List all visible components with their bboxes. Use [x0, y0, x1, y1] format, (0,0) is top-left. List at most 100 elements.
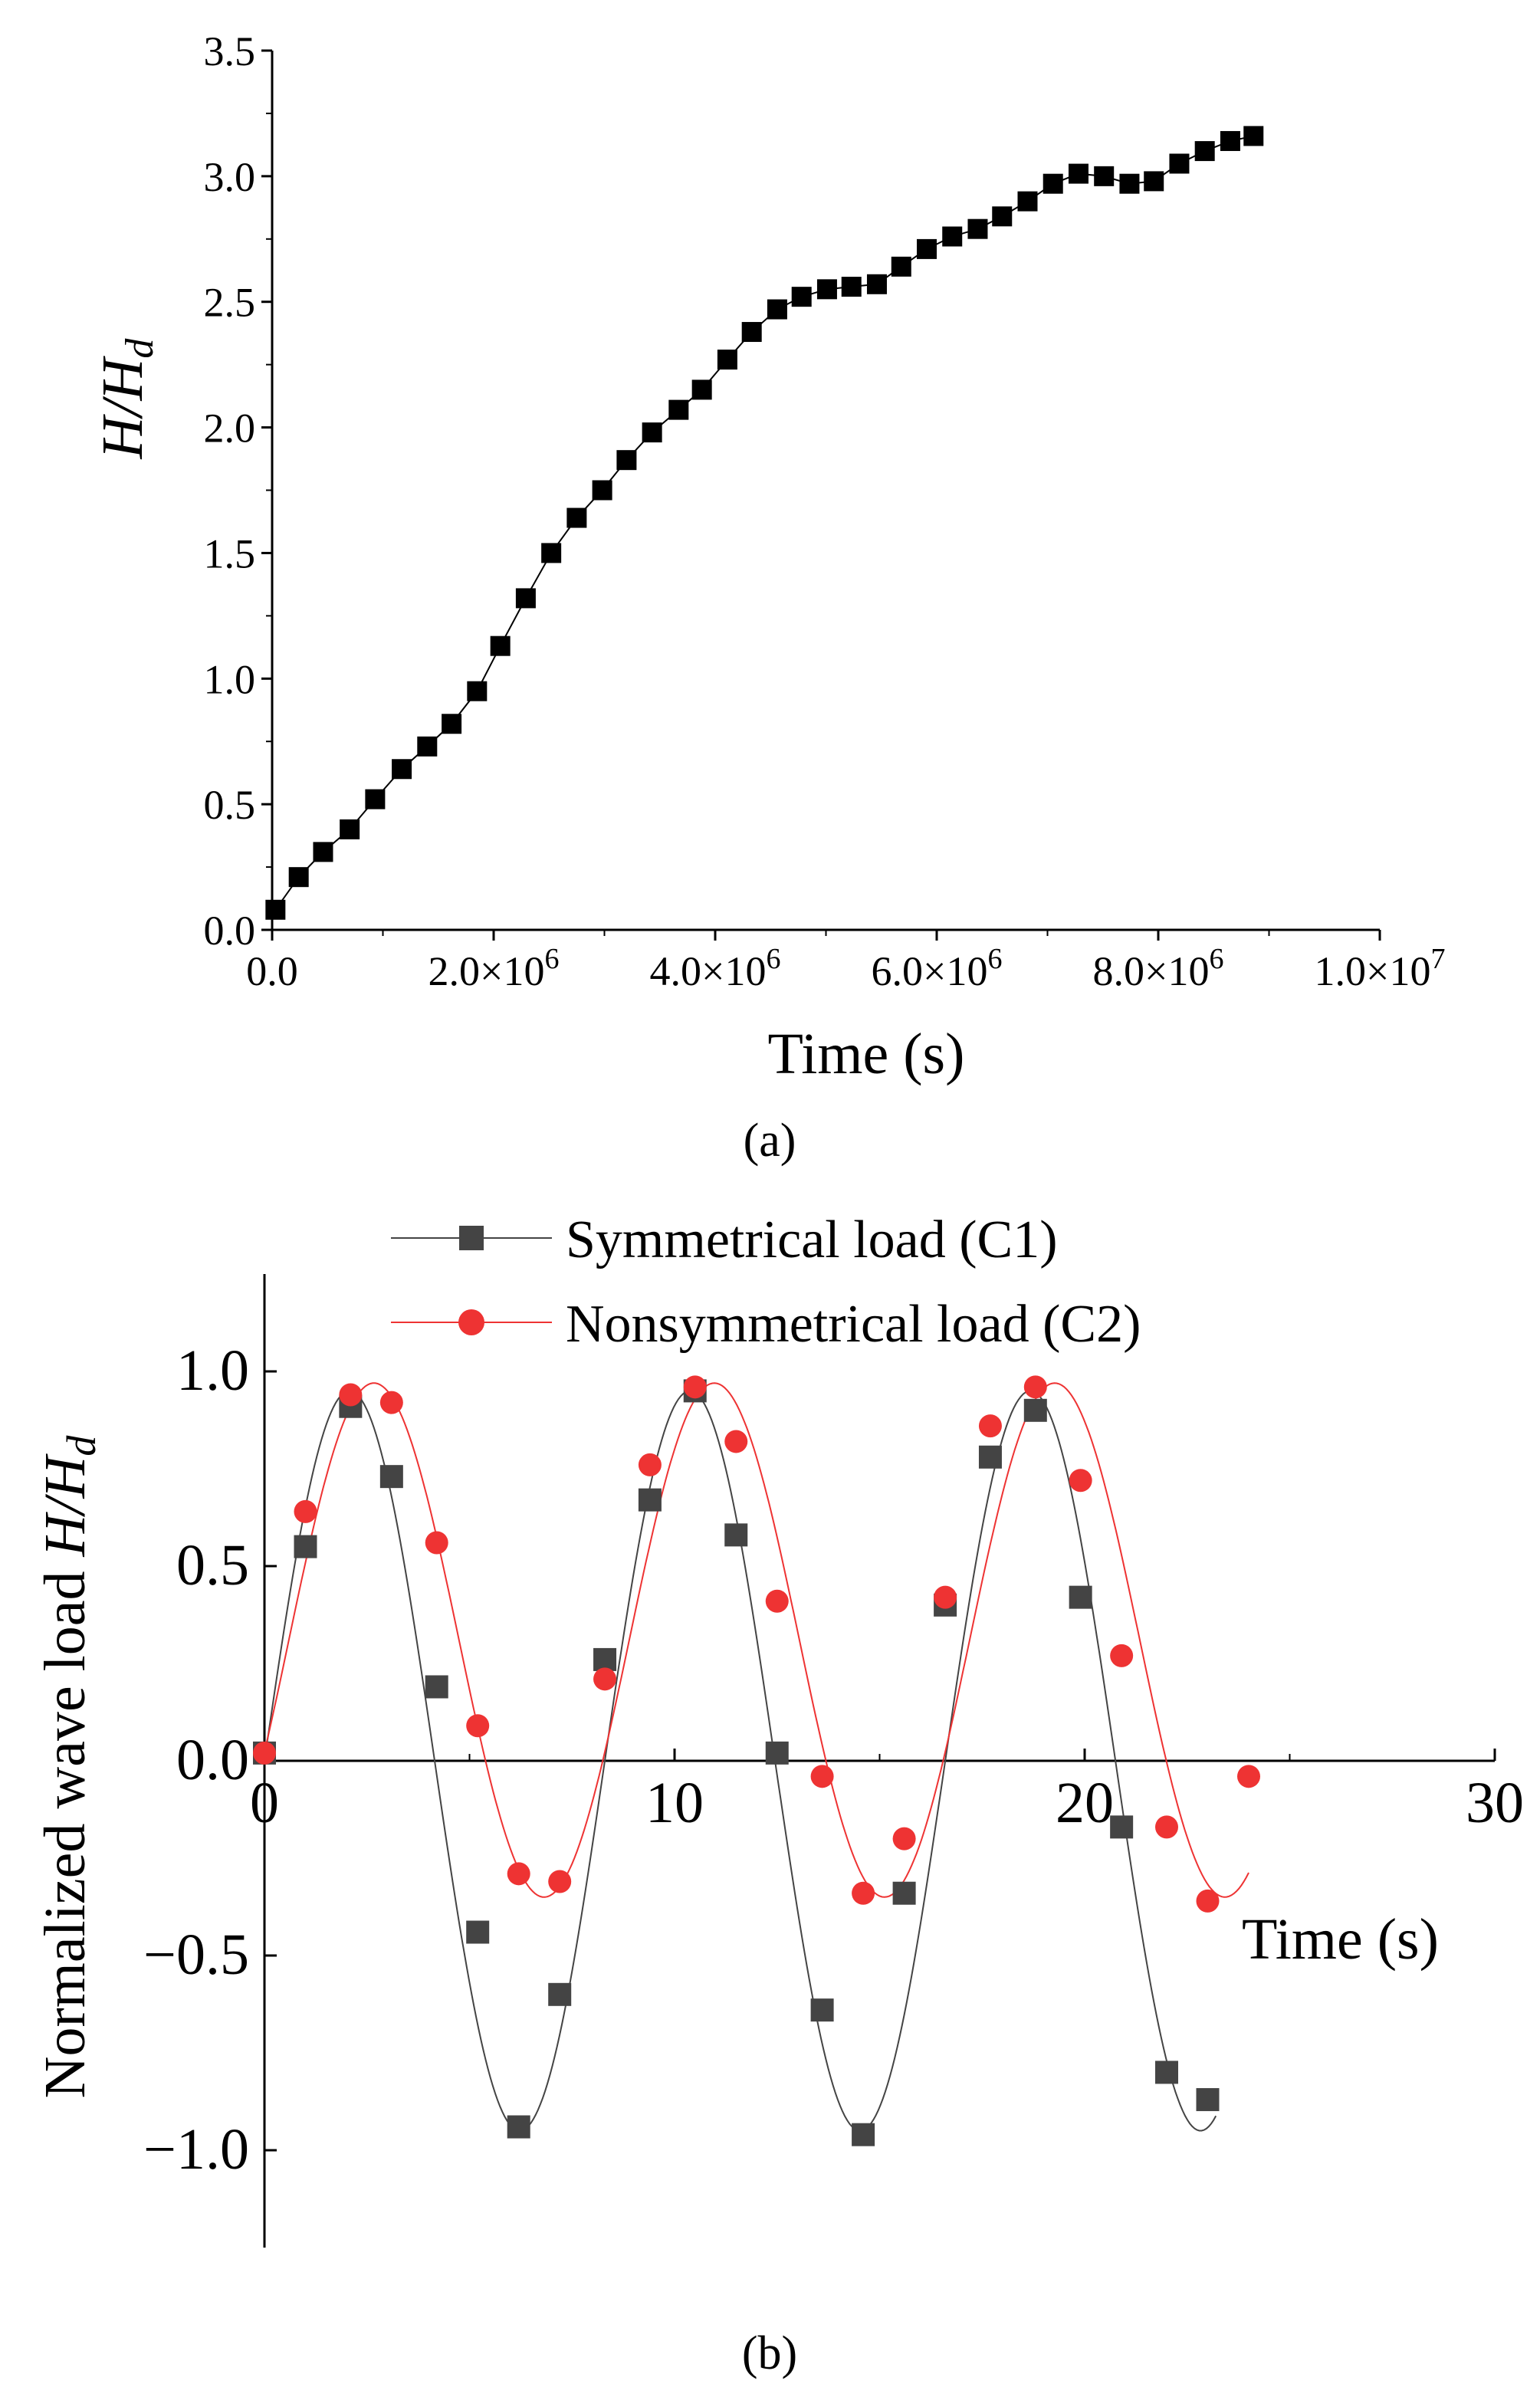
- series-c1-point: [593, 1647, 617, 1671]
- series-c1-point: [1110, 1815, 1134, 1839]
- series-c1-point: [425, 1675, 448, 1699]
- panel-a-data-point: [392, 759, 412, 780]
- series-c2-point: [892, 1827, 916, 1851]
- panel-a-y-tick-label: 3.0: [204, 154, 256, 200]
- series-c1-point: [1023, 1398, 1047, 1422]
- panel-b-y-tick-label: 1.0: [176, 1338, 249, 1403]
- series-c1-point: [892, 1881, 916, 1905]
- panel-b-x-tick-label: 30: [1466, 1771, 1524, 1835]
- panel-a-data-point: [365, 789, 386, 809]
- panel-a-y-tick-label: 0.0: [204, 908, 256, 954]
- series-c1-point: [638, 1488, 662, 1512]
- panel-a-data-points: [265, 126, 1264, 920]
- panel-a-chart: 0.0 0.5 1.0 1.5 2.0 2.5 3.0 3.5 0.0 2.0×106 4.0×10…: [90, 28, 1445, 1167]
- panel-a-data-point: [841, 277, 862, 297]
- legend-c1-label: Symmetrical load (C1): [566, 1210, 1058, 1269]
- panel-a-data-point: [1169, 153, 1190, 174]
- panel-a-series-line: [274, 135, 1254, 911]
- panel-a-data-point: [265, 899, 286, 920]
- series-c1-point: [466, 1920, 490, 1944]
- panel-a-x-tick-label: 6.0×106: [872, 943, 1003, 994]
- panel-a-data-point: [616, 450, 637, 471]
- panel-a-data-point: [916, 238, 937, 259]
- panel-b-tick-labels: −1.0−0.50.00.51.00 10 20 30: [143, 1338, 1524, 2182]
- panel-a-data-point: [467, 681, 488, 701]
- legend: Symmetrical load (C1) Nonsymmetrical loa…: [391, 1210, 1141, 1354]
- series-c1-point: [1069, 1585, 1092, 1609]
- panel-b-x-tick-label: 10: [645, 1771, 704, 1835]
- panel-b-y-tick-label: −1.0: [143, 2117, 249, 2182]
- panel-b-x-tick-label: 20: [1056, 1771, 1114, 1835]
- panel-a-data-point: [442, 714, 462, 734]
- series-c2-point: [1023, 1375, 1047, 1399]
- panel-a-y-axis-title: H/Hd: [90, 338, 162, 460]
- panel-a-data-point: [541, 543, 562, 563]
- legend-c2-label: Nonsymmetrical load (C2): [566, 1295, 1141, 1354]
- series-c2-point: [379, 1391, 403, 1414]
- series-c2-point: [683, 1375, 707, 1399]
- panel-a-data-point: [1144, 171, 1164, 192]
- series-c1-point: [294, 1535, 317, 1558]
- panel-a-data-point: [1119, 173, 1140, 194]
- panel-a-x-axis-title: Time (s): [768, 1022, 965, 1086]
- legend-item-c2: Nonsymmetrical load (C2): [391, 1295, 1141, 1354]
- panel-a-data-point: [313, 842, 333, 862]
- panel-a-data-point: [741, 322, 762, 343]
- series-c2-point: [1110, 1644, 1134, 1667]
- panel-b-y-tick-label: 0.0: [176, 1728, 249, 1792]
- series-c2-point: [507, 1862, 530, 1886]
- series-c2-point: [724, 1430, 748, 1453]
- panel-a-data-point: [942, 226, 963, 247]
- panel-b-x-axis-title: Time (s): [1242, 1907, 1439, 1972]
- panel-a-tick-labels: 0.0 0.5 1.0 1.5 2.0 2.5 3.0 3.5 0.0 2.0×106 4.0×10…: [204, 28, 1446, 994]
- legend-c1-marker: [459, 1226, 484, 1250]
- panel-a-y-tick-label: 2.0: [204, 406, 256, 452]
- panel-a-data-point: [566, 507, 587, 528]
- panel-a-data-point: [866, 274, 887, 294]
- panel-a-y-tick-label: 2.5: [204, 280, 256, 326]
- panel-a-data-point: [1017, 191, 1038, 212]
- series-c2-point: [638, 1453, 662, 1476]
- series-c2-point: [1155, 1815, 1178, 1839]
- panel-b-y-tick-label: 0.5: [176, 1533, 249, 1598]
- panel-a-data-point: [1043, 173, 1063, 194]
- panel-a-data-point: [642, 422, 662, 443]
- panel-b-chart: −1.0−0.50.00.51.00 10 20 30 Symmetrical loa…: [33, 1210, 1524, 2379]
- panel-a-data-point: [417, 736, 438, 757]
- series-c1-point: [379, 1465, 403, 1489]
- series-c2-fit-curve: [264, 1382, 1249, 1898]
- panel-a-x-tick-label: 0.0: [246, 948, 298, 994]
- panel-a-data-point: [515, 588, 536, 609]
- panel-a-x-tick-label: 8.0×106: [1093, 943, 1224, 994]
- series-c1-point: [507, 2115, 530, 2139]
- series-c1-point: [1196, 2087, 1220, 2111]
- series-c2-point: [548, 1870, 572, 1893]
- series-c2-point: [1237, 1765, 1260, 1788]
- panel-a-data-point: [1068, 163, 1089, 184]
- series-c1-point: [765, 1741, 789, 1765]
- series-c2-point: [1069, 1469, 1092, 1493]
- panel-b-y-tick-label: −0.5: [143, 1923, 249, 1987]
- panel-a-y-tick-label: 0.5: [204, 782, 256, 828]
- panel-a-caption: (a): [744, 1115, 796, 1167]
- panel-a-data-point: [691, 379, 712, 400]
- panel-b-y-axis-title: Normalized wave load H/Hd: [33, 1435, 104, 2099]
- panel-a-data-point: [816, 279, 837, 300]
- panel-a-data-point: [1243, 126, 1264, 146]
- panel-a-ticks: [261, 49, 1381, 941]
- legend-item-c1: Symmetrical load (C1): [391, 1210, 1058, 1269]
- panel-a-y-tick-label: 1.5: [204, 530, 256, 576]
- panel-a-data-point: [1220, 130, 1240, 151]
- panel-b-caption: (b): [742, 2327, 797, 2379]
- series-c2-point: [978, 1414, 1002, 1438]
- series-c2-point: [294, 1499, 317, 1523]
- panel-a-data-point: [490, 635, 511, 656]
- panel-a-data-point: [288, 867, 309, 888]
- panel-a-data-point: [668, 399, 689, 420]
- series-c2-point: [339, 1383, 363, 1407]
- panel-a-y-tick-label: 3.5: [204, 28, 256, 74]
- panel-a-data-point: [1094, 166, 1115, 186]
- panel-a-y-tick-label: 1.0: [204, 656, 256, 702]
- series-c2-point: [765, 1589, 789, 1613]
